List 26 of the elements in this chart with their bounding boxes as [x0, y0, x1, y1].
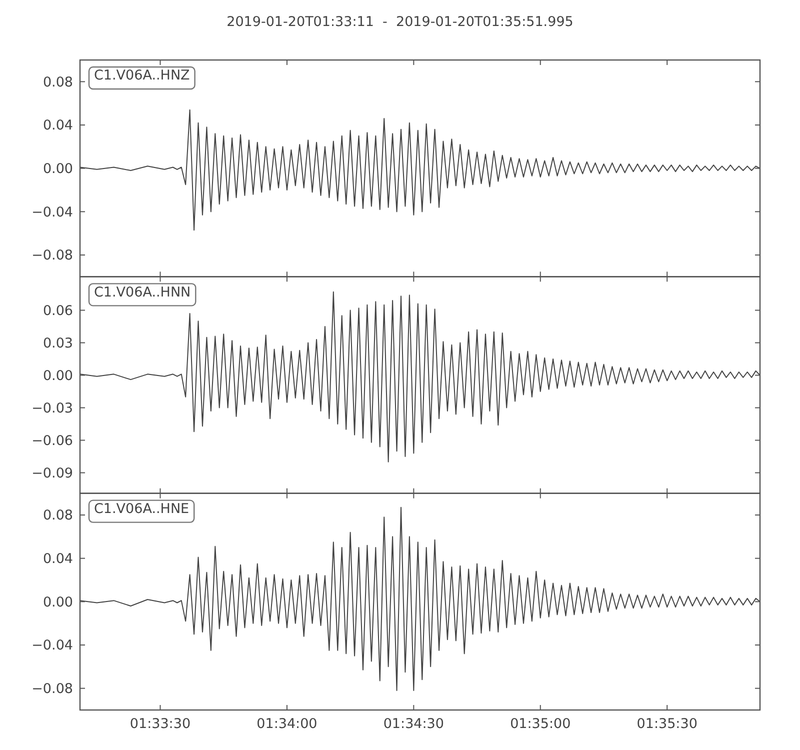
y-tick-label: 0.00 — [42, 594, 73, 610]
x-tick-label: 01:34:30 — [383, 716, 444, 732]
y-tick-label: 0.00 — [42, 161, 73, 178]
y-tick-label: −0.04 — [32, 638, 73, 654]
y-tick-label: −0.03 — [32, 400, 73, 416]
annotation: C1.V06A..HNN — [94, 284, 191, 300]
x-tick-label: 01:35:30 — [636, 716, 698, 732]
y-tick-label: 0.08 — [42, 508, 73, 524]
x-tick-label: 01:35:00 — [510, 716, 571, 732]
y-tick-label: −0.08 — [32, 681, 73, 698]
y-tick-label: 0.00 — [42, 368, 73, 384]
annotation: C1.V06A..HNE — [94, 500, 190, 517]
y-tick-label: −0.08 — [32, 248, 73, 264]
x-tick-label: 01:33:30 — [130, 716, 191, 732]
x-tick-label: 01:34:00 — [256, 716, 318, 732]
y-tick-label: 0.03 — [42, 335, 73, 352]
line-series — [80, 109, 760, 231]
y-tick-label: −0.09 — [32, 465, 73, 482]
y-tick-label: −0.06 — [32, 432, 73, 449]
y-tick-label: 0.06 — [42, 302, 73, 319]
y-tick-label: −0.04 — [32, 204, 73, 220]
annotation: C1.V06A..HNZ — [94, 68, 190, 84]
y-tick-label: 0.04 — [42, 118, 73, 134]
chart-title: 2019-01-20T01:33:11 - 2019-01-20T01:35:51.995 — [226, 14, 574, 30]
y-tick-label: 0.04 — [42, 551, 73, 568]
y-tick-label: 0.08 — [42, 74, 73, 90]
